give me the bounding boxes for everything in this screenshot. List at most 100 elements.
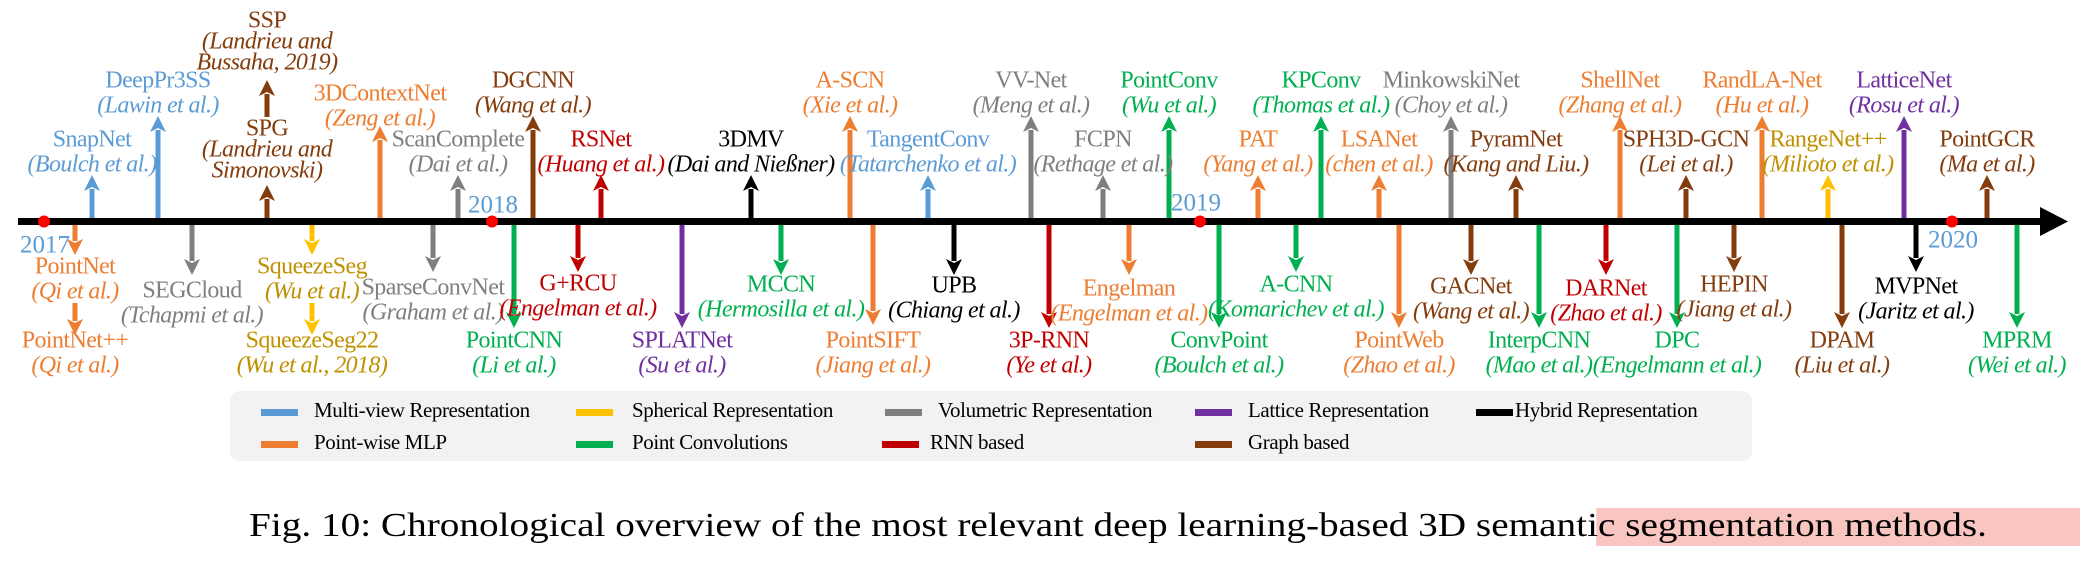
legend-label: Hybrid Representation	[1515, 398, 1698, 422]
shellnet-arrowhead	[1612, 116, 1628, 132]
method-label-rsnet: RSNet(Huang et al.)	[538, 127, 666, 178]
method-name: GACNet	[1430, 274, 1513, 300]
caption-highlighted-text: 3D semantic segmentation methods	[1418, 507, 1977, 544]
method-authors: (Zhang et al.)	[1559, 93, 1683, 119]
squeezeseg22-arrowhead	[304, 319, 320, 335]
legend-label: Point Convolutions	[632, 430, 788, 454]
method-authors: (Xie et al.)	[803, 93, 898, 119]
method-authors: (Choy et al.)	[1395, 93, 1508, 119]
upb-arrowhead	[946, 259, 962, 275]
legend-swatch	[261, 409, 298, 416]
squeezeseg-arrowhead	[304, 239, 320, 255]
a-scn-arrowhead	[842, 116, 858, 132]
method-label-mvpnet: MVPNet(Jaritz et al.)	[1858, 274, 1975, 325]
method-authors: (Jiang et al.)	[1677, 297, 1793, 323]
method-authors: (Wang et al.)	[475, 93, 592, 119]
dgcnn-arrowhead	[525, 116, 541, 132]
method-name: HEPIN	[1700, 272, 1768, 298]
method-authors: (Tatarchenko et al.)	[840, 152, 1017, 178]
method-authors: (Mao et al.)	[1486, 353, 1593, 379]
method-label-rangenet: RangeNet++(Milioto et al.)	[1762, 127, 1894, 178]
method-label-lsanet: LSANet(chen et al.)	[1325, 127, 1434, 178]
method-name: SPG	[246, 116, 288, 142]
legend-item-pointconv: Point Convolutions	[576, 430, 788, 454]
method-name: A-SCN	[815, 68, 884, 94]
method-name: TangentConv	[867, 127, 990, 153]
method-label-upb: UPB(Chiang et al.)	[888, 273, 1021, 324]
method-authors: (Chiang et al.)	[888, 298, 1020, 324]
method-authors: (Hu et al.)	[1716, 93, 1809, 119]
pyramnet-arrowhead	[1508, 175, 1524, 191]
method-label-gacnet: GACNet(Wang et al.)	[1413, 274, 1530, 325]
method-name: 3DMV	[718, 127, 785, 153]
legend-label: Volumetric Representation	[938, 398, 1153, 422]
mprm-arrowhead	[2009, 312, 2025, 328]
snapnet-arrowhead	[84, 175, 100, 191]
method-label-hepin: HEPIN(Jiang et al.)	[1677, 272, 1793, 323]
method-authors: (Engelman et al.)	[1050, 301, 1208, 327]
mvpnet-arrowhead	[1908, 256, 1924, 272]
segcloud-arrowhead	[184, 259, 200, 275]
convpoint-arrowhead	[1211, 312, 1227, 328]
year-label-2017: 2017	[20, 232, 70, 259]
ssp-arrowhead	[259, 80, 275, 96]
legend-swatch	[885, 409, 922, 416]
kpconv-arrowhead	[1313, 116, 1329, 132]
method-authors: (Liu et al.)	[1795, 353, 1890, 379]
caption-prefix: Fig. 10: Chronological overview of the m…	[249, 507, 1418, 544]
method-authors: (Engelman et al.)	[499, 296, 657, 322]
method-label-mprm: MPRM(Wei et al.)	[1968, 328, 2067, 379]
method-label-pointsift: PointSIFT(Jiang et al.)	[816, 328, 932, 379]
method-label-segcloud: SEGCloud(Tchapmi et al.)	[121, 278, 264, 329]
method-label-dpam: DPAM(Liu et al.)	[1795, 328, 1891, 379]
method-authors: (Zhao et al.)	[1343, 353, 1455, 379]
method-name: DPC	[1655, 328, 1700, 354]
year-dot-2017	[38, 215, 50, 228]
pointweb-arrowhead	[1391, 312, 1407, 328]
lsanet-arrowhead	[1371, 175, 1387, 191]
spg-arrowhead	[259, 185, 275, 201]
method-name: PointGCR	[1939, 127, 2035, 153]
legend-item-pointwise: Point-wise MLP	[261, 430, 447, 454]
method-label-mccn: MCCN(Hermosilla et al.)	[698, 272, 866, 323]
legend-label: Spherical Representation	[632, 398, 834, 422]
3p-rnn-arrowhead	[1041, 312, 1057, 328]
method-label-engelman: Engelman(Engelman et al.)	[1050, 276, 1208, 327]
method-label-squeezeseg22: SqueezeSeg22(Wu et al., 2018)	[237, 328, 389, 379]
method-label-darnet: DARNet(Zhao et al.)	[1550, 276, 1663, 327]
method-authors: (Zhao et al.)	[1550, 301, 1662, 327]
method-name: DeepPr3SS	[105, 68, 210, 94]
method-name: PointCNN	[466, 328, 563, 354]
method-label-scancomplete: ScanComplete(Dai et al.)	[392, 127, 525, 178]
darnet-arrowhead	[1598, 259, 1614, 275]
method-label-3dmv: 3DMV(Dai and Nießner)	[667, 127, 835, 178]
method-name: 3DContextNet	[314, 81, 448, 107]
method-arrows	[67, 80, 2025, 335]
method-label-pyramnet: PyramNet(Kang and Liu.)	[1443, 127, 1589, 178]
timeline-line	[18, 218, 2048, 225]
legend-swatch	[882, 441, 919, 448]
method-name: MinkowskiNet	[1383, 68, 1521, 94]
method-authors: (Landrieu and	[202, 29, 334, 55]
method-name: VV-Net	[995, 68, 1067, 94]
method-authors: (Tchapmi et al.)	[121, 303, 264, 329]
pointcnn-arrowhead	[506, 312, 522, 328]
method-name: PAT	[1239, 127, 1279, 153]
pointnet-arrowhead	[67, 319, 83, 335]
legend-item-lattice: Lattice Representation	[1195, 398, 1430, 422]
method-authors: (Jaritz et al.)	[1858, 299, 1974, 325]
method-name: MCCN	[747, 272, 816, 298]
method-label-dgcnn: DGCNN(Wang et al.)	[475, 68, 592, 119]
gacnet-arrowhead	[1463, 259, 1479, 275]
legend-item-multiview: Multi-view Representation	[261, 398, 531, 422]
method-name: A-CNN	[1260, 272, 1333, 298]
pointconv-arrowhead	[1161, 116, 1177, 132]
method-authors: (Lawin et al.)	[97, 93, 219, 119]
legend-label: Graph based	[1248, 430, 1350, 454]
method-label-pointweb: PointWeb(Zhao et al.)	[1343, 328, 1456, 379]
method-name: DARNet	[1565, 276, 1648, 302]
method-authors: (Wang et al.)	[1413, 299, 1530, 325]
method-authors: (Rethage et al.)	[1033, 152, 1173, 178]
